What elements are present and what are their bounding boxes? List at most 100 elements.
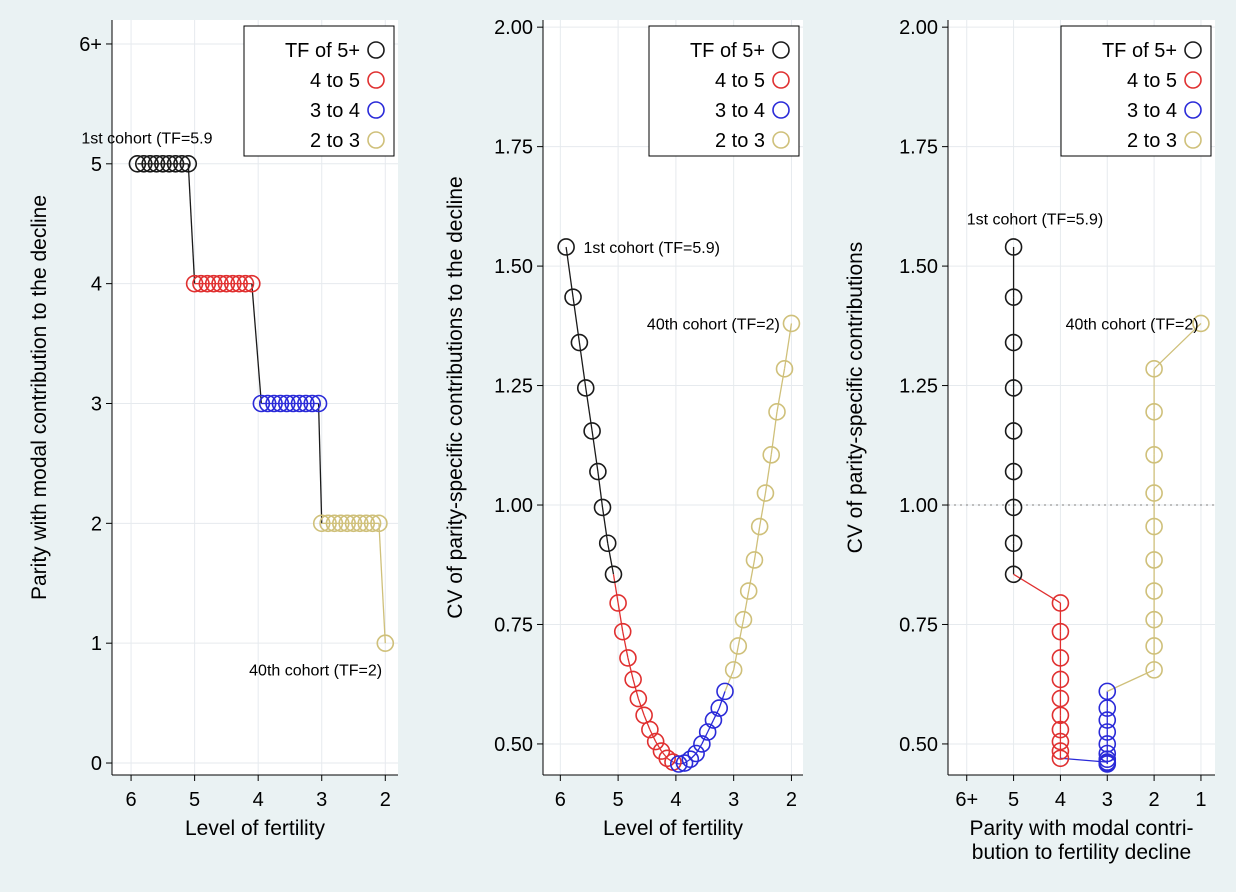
y-tick-label: 1.25 (899, 376, 938, 398)
series-connector (607, 543, 615, 575)
data-point (1004, 238, 1023, 256)
series-connector (707, 719, 715, 733)
data-point (1145, 517, 1163, 536)
data-point (211, 274, 229, 293)
data-point (768, 403, 786, 421)
data-point (192, 274, 210, 293)
y-tick-label: 1.50 (494, 256, 533, 278)
x-tick-label: 4 (1055, 789, 1066, 811)
data-point (646, 732, 665, 751)
data-point (185, 274, 204, 293)
data-point (1004, 498, 1023, 517)
data-point (338, 514, 356, 533)
series-connector (317, 403, 323, 524)
x-tick-label: 6 (126, 789, 137, 811)
data-point (1145, 637, 1163, 655)
data-point (1004, 462, 1023, 481)
data-point (641, 720, 659, 739)
data-point (681, 750, 700, 769)
x-tick-label: 5 (613, 789, 624, 811)
series-connector (649, 729, 657, 742)
data-point (319, 514, 337, 533)
data-point (243, 274, 261, 293)
legend-marker (772, 101, 790, 119)
data-point (1051, 649, 1070, 667)
data-point (658, 749, 677, 768)
data-point (604, 565, 623, 584)
legend-marker (367, 71, 385, 89)
data-point (1051, 706, 1070, 725)
legend-label: 2 to 3 (1127, 130, 1177, 152)
data-point (284, 394, 302, 413)
data-point (1051, 749, 1070, 768)
data-point (147, 155, 166, 173)
data-point (173, 155, 191, 173)
data-point (704, 711, 723, 729)
data-point (1004, 534, 1023, 553)
series-connector (591, 430, 599, 472)
legend-marker (1184, 41, 1202, 59)
data-point (687, 744, 705, 763)
x-tick-label: 4 (670, 789, 681, 811)
data-point (724, 661, 743, 679)
legend-label: 2 to 3 (715, 130, 765, 152)
data-point (762, 446, 781, 464)
data-point (1098, 682, 1117, 701)
data-point (775, 360, 794, 378)
x-tick-label: 4 (253, 789, 264, 811)
data-point (303, 394, 322, 413)
data-point (1145, 360, 1163, 378)
x-tick-label: 2 (380, 789, 391, 811)
data-point (734, 610, 753, 629)
legend-marker (367, 131, 385, 149)
series-connector (718, 691, 726, 709)
cohort-annotation: 40th cohort (TF=2) (249, 663, 382, 680)
y-axis-title: CV of parity-specific contributions (844, 242, 867, 554)
data-point (297, 394, 315, 413)
data-point (1098, 711, 1117, 729)
data-point (217, 274, 236, 293)
series-connector (742, 590, 750, 620)
y-tick-label: 0.50 (899, 734, 938, 756)
data-point (557, 238, 575, 256)
legend-label: TF of 5+ (690, 40, 765, 62)
series-connector (622, 631, 629, 659)
data-point (1192, 314, 1210, 333)
data-point (1004, 333, 1023, 352)
series-connector (601, 507, 609, 544)
data-point (729, 637, 748, 655)
data-point (160, 155, 178, 173)
legend-marker (1184, 101, 1202, 119)
legend-label: 2 to 3 (310, 130, 360, 152)
series-connector (187, 163, 196, 284)
cohort-annotation: 40th cohort (TF=2) (647, 316, 780, 333)
cohort-annotation: 1st cohort (TF=5.9) (583, 240, 720, 257)
legend-label: 4 to 5 (1127, 70, 1177, 92)
cohort-annotation: 1st cohort (TF=5.9) (967, 211, 1104, 228)
y-tick-label: 1.00 (494, 495, 533, 517)
legend-label: 3 to 4 (715, 100, 765, 122)
data-point (583, 422, 601, 440)
series-connector (1013, 573, 1061, 604)
y-tick-label: 1.75 (899, 137, 938, 159)
data-point (693, 735, 711, 753)
data-point (669, 755, 688, 773)
data-point (179, 155, 198, 173)
data-point (370, 514, 388, 533)
data-point (564, 288, 582, 306)
data-point (198, 274, 217, 293)
data-point (277, 394, 296, 413)
chart-panel-2: 0.50 0.75 1.00 1.25 1.50 1.75 2.00 6 5 4 3 2 Level o… (444, 17, 803, 840)
data-point (698, 723, 717, 741)
legend-marker (367, 101, 385, 119)
series-connector (612, 574, 619, 604)
y-tick-label: 1.00 (899, 495, 938, 517)
series-connector (724, 669, 735, 692)
data-point (1145, 403, 1163, 421)
legend-box (1060, 25, 1212, 157)
data-point (265, 394, 283, 413)
data-point (1098, 735, 1117, 753)
data-point (1051, 670, 1070, 689)
y-tick-label: 6+ (79, 34, 102, 56)
data-point (357, 514, 376, 533)
